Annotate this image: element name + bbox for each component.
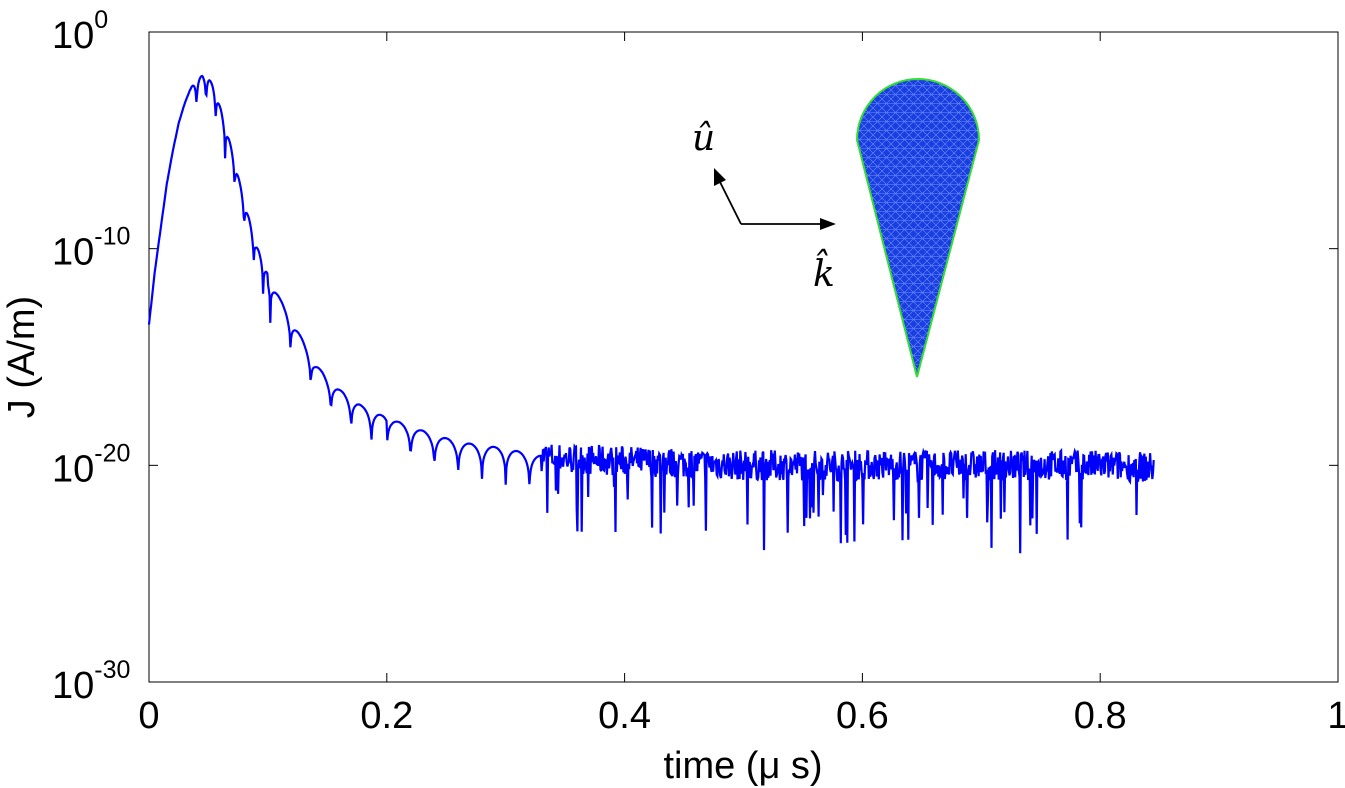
x-axis-label: time (μ s) [663,745,822,787]
k-hat-label: k̂ [813,249,835,295]
x-tick-label: 0.2 [360,695,413,737]
y-axis-label: J (A/m) [1,296,43,418]
x-tick-label: 0.8 [1074,695,1127,737]
axis-ticks [148,31,1339,683]
x-tick-label: 0.6 [836,695,889,737]
k-arrowhead [820,218,836,230]
x-tick-label: 1 [1327,695,1345,737]
cone-inset: û k̂ [692,78,981,378]
y-tick-label: 100 [52,6,108,57]
y-tick-labels: 100 10-10 10-20 10-30 [52,6,130,707]
x-tick-labels: 0 0.2 0.4 0.6 0.8 1 [138,695,1345,737]
x-tick-label: 0 [138,695,159,737]
u-hat-label: û [692,118,715,159]
u-vector-arrow [718,179,742,225]
plot-area [148,31,1339,683]
u-arrowhead [714,168,726,186]
series-line [147,74,1155,554]
y-tick-label: 10-30 [52,656,130,707]
y-tick-label: 10-20 [52,439,130,490]
cone-mesh [855,78,981,378]
x-tick-label: 0.4 [598,695,651,737]
y-tick-label: 10-10 [52,223,130,274]
